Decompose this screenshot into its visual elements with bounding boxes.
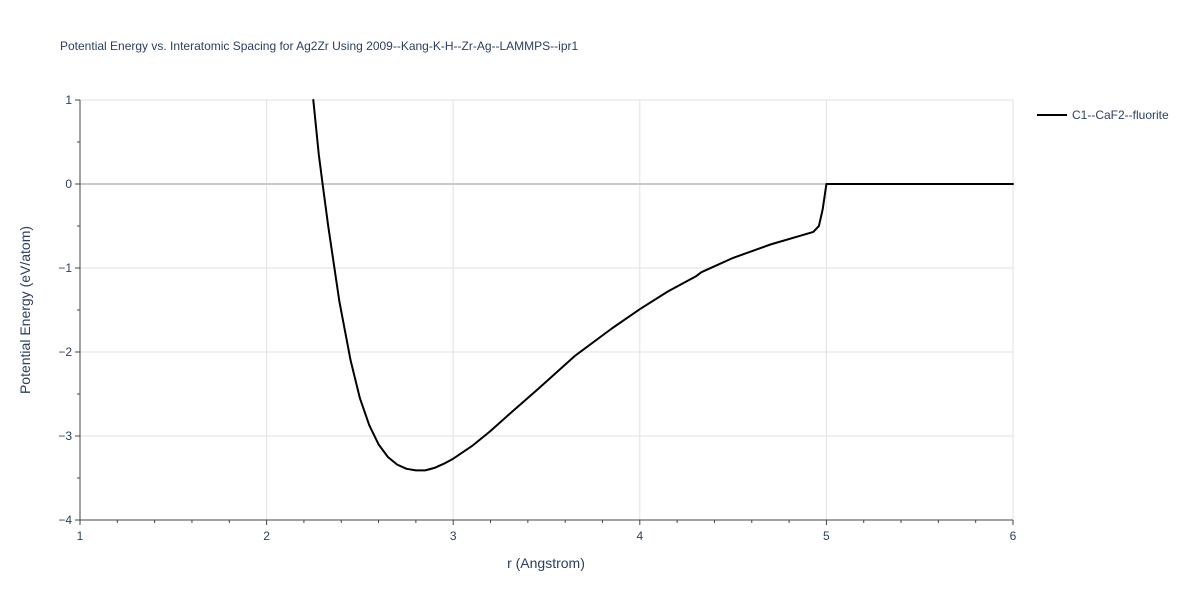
y-tick-label: 0: [65, 177, 72, 191]
legend[interactable]: C1--CaF2--fluorite: [1037, 108, 1169, 122]
x-tick-label: 1: [77, 529, 84, 543]
series-layer: [312, 99, 1014, 472]
y-tick-label: −1: [58, 261, 72, 275]
grid: [80, 99, 1014, 520]
y-tick-label: −3: [58, 429, 72, 443]
axes: [79, 100, 1013, 521]
series-line: [312, 99, 1014, 472]
x-tick-label: 6: [1010, 529, 1017, 543]
legend-label: C1--CaF2--fluorite: [1072, 108, 1169, 122]
x-tick-label: 4: [636, 529, 643, 543]
chart-title: Potential Energy vs. Interatomic Spacing…: [60, 39, 579, 53]
x-axis-title: r (Angstrom): [507, 555, 585, 571]
x-axis-ticks: 1 2 3 4 5 6: [77, 520, 1017, 543]
x-tick-label: 3: [450, 529, 457, 543]
x-tick-label: 2: [263, 529, 270, 543]
y-axis-ticks: 1 0 −1 −2 −3 −4: [58, 93, 80, 527]
y-axis-title: Potential Energy (eV/atom): [17, 226, 33, 394]
y-tick-label: −4: [58, 513, 72, 527]
y-tick-label: −2: [58, 345, 72, 359]
x-tick-label: 5: [823, 529, 830, 543]
y-tick-label: 1: [65, 93, 72, 107]
